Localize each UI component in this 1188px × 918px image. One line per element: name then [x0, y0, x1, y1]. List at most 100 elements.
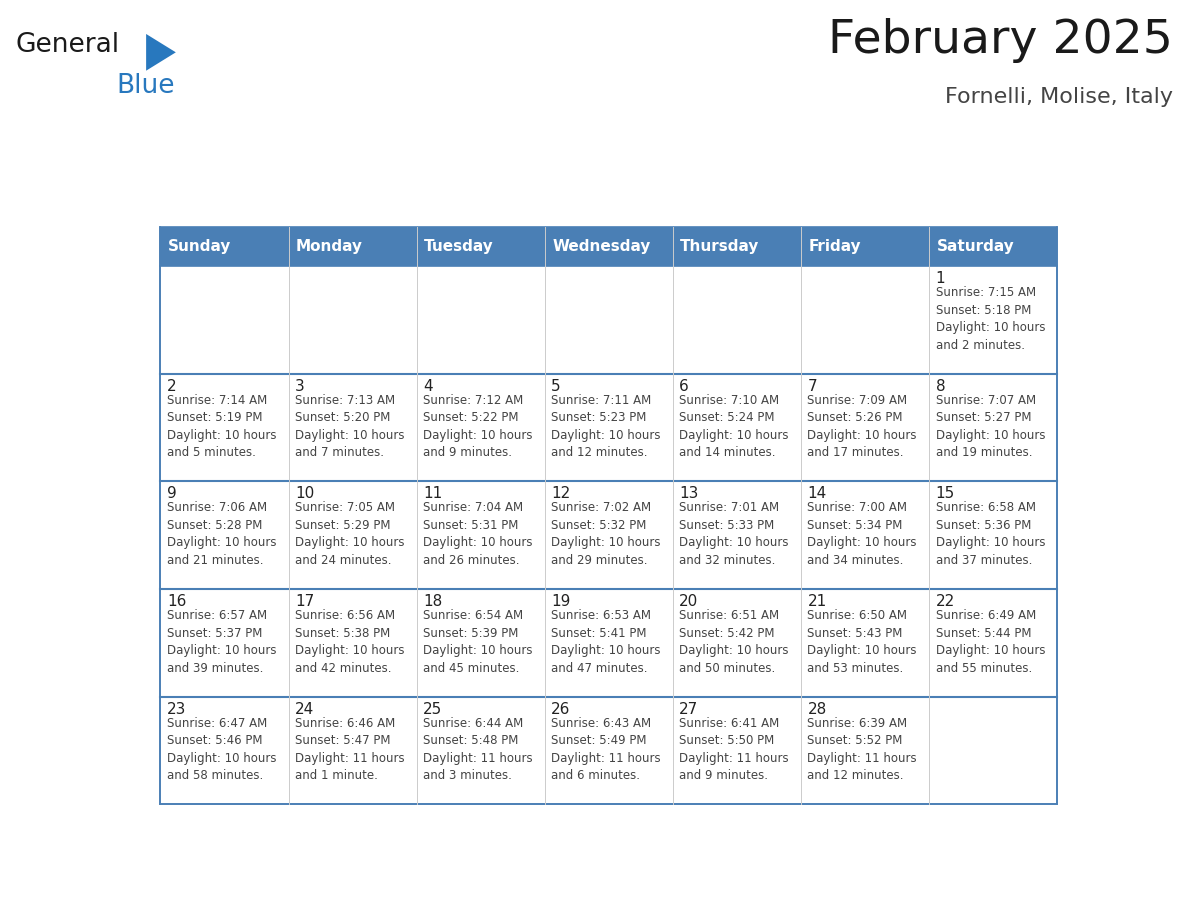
Bar: [417, 697, 545, 804]
Bar: [672, 374, 801, 481]
Bar: [929, 374, 1057, 481]
Text: 15: 15: [936, 487, 955, 501]
Bar: [160, 589, 289, 697]
Text: February 2025: February 2025: [828, 18, 1173, 63]
Text: Blue: Blue: [116, 73, 175, 99]
Text: 17: 17: [295, 594, 315, 609]
Bar: [801, 266, 929, 374]
Text: 8: 8: [936, 378, 946, 394]
Text: Sunrise: 6:39 AM
Sunset: 5:52 PM
Daylight: 11 hours
and 12 minutes.: Sunrise: 6:39 AM Sunset: 5:52 PM Dayligh…: [808, 717, 917, 782]
Text: 7: 7: [808, 378, 817, 394]
Bar: [545, 589, 672, 697]
Bar: [289, 697, 417, 804]
Text: 28: 28: [808, 701, 827, 717]
Text: Sunrise: 6:56 AM
Sunset: 5:38 PM
Daylight: 10 hours
and 42 minutes.: Sunrise: 6:56 AM Sunset: 5:38 PM Dayligh…: [295, 609, 405, 675]
Text: Sunrise: 6:58 AM
Sunset: 5:36 PM
Daylight: 10 hours
and 37 minutes.: Sunrise: 6:58 AM Sunset: 5:36 PM Dayligh…: [936, 501, 1045, 567]
Bar: [929, 481, 1057, 589]
Text: Saturday: Saturday: [936, 239, 1015, 254]
Text: Sunrise: 6:50 AM
Sunset: 5:43 PM
Daylight: 10 hours
and 53 minutes.: Sunrise: 6:50 AM Sunset: 5:43 PM Dayligh…: [808, 609, 917, 675]
Text: Sunrise: 7:00 AM
Sunset: 5:34 PM
Daylight: 10 hours
and 34 minutes.: Sunrise: 7:00 AM Sunset: 5:34 PM Dayligh…: [808, 501, 917, 567]
Text: Sunrise: 6:54 AM
Sunset: 5:39 PM
Daylight: 10 hours
and 45 minutes.: Sunrise: 6:54 AM Sunset: 5:39 PM Dayligh…: [423, 609, 532, 675]
Bar: [417, 481, 545, 589]
Text: Sunday: Sunday: [168, 239, 232, 254]
Bar: [289, 266, 417, 374]
Text: Sunrise: 7:04 AM
Sunset: 5:31 PM
Daylight: 10 hours
and 26 minutes.: Sunrise: 7:04 AM Sunset: 5:31 PM Dayligh…: [423, 501, 532, 567]
Bar: [545, 697, 672, 804]
Text: 25: 25: [423, 701, 442, 717]
Bar: [160, 227, 1057, 804]
Bar: [672, 266, 801, 374]
Text: Sunrise: 6:43 AM
Sunset: 5:49 PM
Daylight: 11 hours
and 6 minutes.: Sunrise: 6:43 AM Sunset: 5:49 PM Dayligh…: [551, 717, 661, 782]
Text: 20: 20: [680, 594, 699, 609]
Text: Sunrise: 6:44 AM
Sunset: 5:48 PM
Daylight: 11 hours
and 3 minutes.: Sunrise: 6:44 AM Sunset: 5:48 PM Dayligh…: [423, 717, 532, 782]
Bar: [545, 266, 672, 374]
Text: Monday: Monday: [296, 239, 364, 254]
Bar: [417, 374, 545, 481]
Bar: [289, 589, 417, 697]
Text: General: General: [15, 32, 120, 58]
Text: Sunrise: 6:46 AM
Sunset: 5:47 PM
Daylight: 11 hours
and 1 minute.: Sunrise: 6:46 AM Sunset: 5:47 PM Dayligh…: [295, 717, 405, 782]
Bar: [801, 374, 929, 481]
Bar: [545, 481, 672, 589]
Text: Sunrise: 6:41 AM
Sunset: 5:50 PM
Daylight: 11 hours
and 9 minutes.: Sunrise: 6:41 AM Sunset: 5:50 PM Dayligh…: [680, 717, 789, 782]
Text: Sunrise: 7:10 AM
Sunset: 5:24 PM
Daylight: 10 hours
and 14 minutes.: Sunrise: 7:10 AM Sunset: 5:24 PM Dayligh…: [680, 394, 789, 459]
Text: Friday: Friday: [808, 239, 861, 254]
Text: 10: 10: [295, 487, 315, 501]
Bar: [801, 481, 929, 589]
Text: Sunrise: 7:05 AM
Sunset: 5:29 PM
Daylight: 10 hours
and 24 minutes.: Sunrise: 7:05 AM Sunset: 5:29 PM Dayligh…: [295, 501, 405, 567]
Bar: [801, 589, 929, 697]
Text: 9: 9: [166, 487, 177, 501]
Bar: [672, 589, 801, 697]
Bar: [160, 374, 289, 481]
Text: Sunrise: 7:02 AM
Sunset: 5:32 PM
Daylight: 10 hours
and 29 minutes.: Sunrise: 7:02 AM Sunset: 5:32 PM Dayligh…: [551, 501, 661, 567]
Bar: [672, 697, 801, 804]
Text: 3: 3: [295, 378, 305, 394]
Text: 14: 14: [808, 487, 827, 501]
Bar: [545, 374, 672, 481]
Text: Sunrise: 7:14 AM
Sunset: 5:19 PM
Daylight: 10 hours
and 5 minutes.: Sunrise: 7:14 AM Sunset: 5:19 PM Dayligh…: [166, 394, 277, 459]
Text: Wednesday: Wednesday: [552, 239, 651, 254]
Text: 2: 2: [166, 378, 177, 394]
Bar: [289, 374, 417, 481]
Text: Sunrise: 7:13 AM
Sunset: 5:20 PM
Daylight: 10 hours
and 7 minutes.: Sunrise: 7:13 AM Sunset: 5:20 PM Dayligh…: [295, 394, 405, 459]
Bar: [417, 589, 545, 697]
Bar: [289, 481, 417, 589]
Text: Sunrise: 7:06 AM
Sunset: 5:28 PM
Daylight: 10 hours
and 21 minutes.: Sunrise: 7:06 AM Sunset: 5:28 PM Dayligh…: [166, 501, 277, 567]
Text: Sunrise: 7:01 AM
Sunset: 5:33 PM
Daylight: 10 hours
and 32 minutes.: Sunrise: 7:01 AM Sunset: 5:33 PM Dayligh…: [680, 501, 789, 567]
Text: Thursday: Thursday: [681, 239, 759, 254]
Bar: [672, 481, 801, 589]
Text: Sunrise: 7:09 AM
Sunset: 5:26 PM
Daylight: 10 hours
and 17 minutes.: Sunrise: 7:09 AM Sunset: 5:26 PM Dayligh…: [808, 394, 917, 459]
Text: Sunrise: 6:53 AM
Sunset: 5:41 PM
Daylight: 10 hours
and 47 minutes.: Sunrise: 6:53 AM Sunset: 5:41 PM Dayligh…: [551, 609, 661, 675]
Text: 12: 12: [551, 487, 570, 501]
Text: 5: 5: [551, 378, 561, 394]
Bar: [929, 589, 1057, 697]
Bar: [160, 266, 289, 374]
Text: 23: 23: [166, 701, 187, 717]
Text: Sunrise: 6:51 AM
Sunset: 5:42 PM
Daylight: 10 hours
and 50 minutes.: Sunrise: 6:51 AM Sunset: 5:42 PM Dayligh…: [680, 609, 789, 675]
Text: 1: 1: [936, 271, 946, 286]
Text: Sunrise: 7:07 AM
Sunset: 5:27 PM
Daylight: 10 hours
and 19 minutes.: Sunrise: 7:07 AM Sunset: 5:27 PM Dayligh…: [936, 394, 1045, 459]
Text: 18: 18: [423, 594, 442, 609]
Bar: [160, 227, 1057, 266]
Bar: [801, 697, 929, 804]
Text: Sunrise: 6:57 AM
Sunset: 5:37 PM
Daylight: 10 hours
and 39 minutes.: Sunrise: 6:57 AM Sunset: 5:37 PM Dayligh…: [166, 609, 277, 675]
Text: 21: 21: [808, 594, 827, 609]
Text: Sunrise: 7:12 AM
Sunset: 5:22 PM
Daylight: 10 hours
and 9 minutes.: Sunrise: 7:12 AM Sunset: 5:22 PM Dayligh…: [423, 394, 532, 459]
Bar: [929, 697, 1057, 804]
Bar: [929, 266, 1057, 374]
Text: Sunrise: 6:49 AM
Sunset: 5:44 PM
Daylight: 10 hours
and 55 minutes.: Sunrise: 6:49 AM Sunset: 5:44 PM Dayligh…: [936, 609, 1045, 675]
Text: 4: 4: [423, 378, 432, 394]
Text: 19: 19: [551, 594, 570, 609]
Text: Fornelli, Molise, Italy: Fornelli, Molise, Italy: [944, 87, 1173, 107]
Bar: [417, 266, 545, 374]
Text: 16: 16: [166, 594, 187, 609]
Bar: [160, 481, 289, 589]
Text: 22: 22: [936, 594, 955, 609]
Text: 13: 13: [680, 487, 699, 501]
Bar: [160, 697, 289, 804]
Text: 6: 6: [680, 378, 689, 394]
Text: Sunrise: 7:15 AM
Sunset: 5:18 PM
Daylight: 10 hours
and 2 minutes.: Sunrise: 7:15 AM Sunset: 5:18 PM Dayligh…: [936, 286, 1045, 352]
Text: 11: 11: [423, 487, 442, 501]
Text: 24: 24: [295, 701, 315, 717]
Text: 26: 26: [551, 701, 570, 717]
